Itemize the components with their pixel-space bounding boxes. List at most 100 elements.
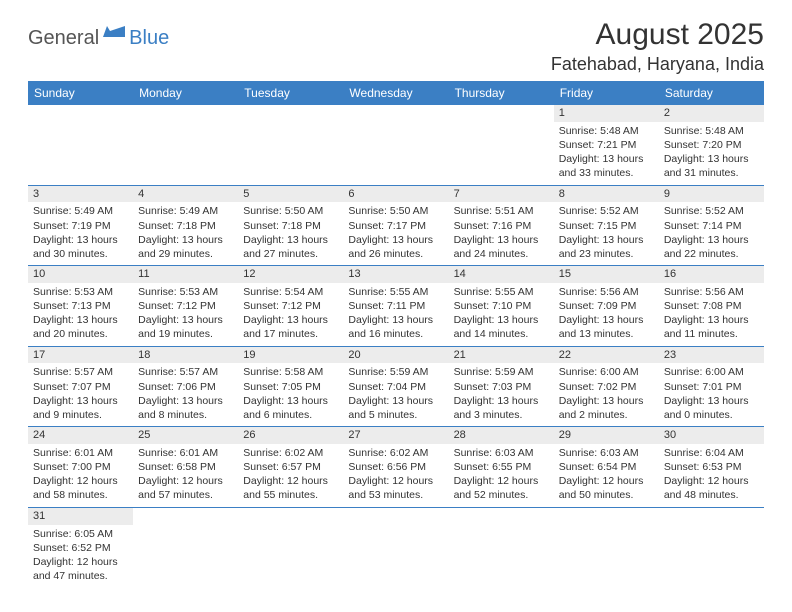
sunrise-text: Sunrise: 5:52 AM [664, 204, 759, 218]
day-number: 7 [449, 186, 554, 203]
calendar-day-cell: 4Sunrise: 5:49 AMSunset: 7:18 PMDaylight… [133, 185, 238, 266]
calendar-page: General Blue August 2025 Fatehabad, Hary… [0, 0, 792, 587]
sunrise-text: Sunrise: 6:02 AM [243, 446, 338, 460]
sunrise-text: Sunrise: 6:02 AM [348, 446, 443, 460]
calendar-day-cell: 20Sunrise: 5:59 AMSunset: 7:04 PMDayligh… [343, 346, 448, 427]
weekday-header: Monday [133, 81, 238, 105]
day-number: 30 [659, 427, 764, 444]
calendar-week-row: 10Sunrise: 5:53 AMSunset: 7:13 PMDayligh… [28, 266, 764, 347]
sunrise-text: Sunrise: 5:59 AM [348, 365, 443, 379]
daylight-text: Daylight: 13 hours and 24 minutes. [454, 233, 549, 261]
weekday-header: Thursday [449, 81, 554, 105]
daylight-text: Daylight: 13 hours and 33 minutes. [559, 152, 654, 180]
sunrise-text: Sunrise: 5:59 AM [454, 365, 549, 379]
calendar-empty-cell [238, 105, 343, 185]
calendar-day-cell: 17Sunrise: 5:57 AMSunset: 7:07 PMDayligh… [28, 346, 133, 427]
sunrise-text: Sunrise: 5:57 AM [138, 365, 233, 379]
day-details: Sunrise: 6:01 AMSunset: 6:58 PMDaylight:… [138, 446, 233, 503]
daylight-text: Daylight: 13 hours and 27 minutes. [243, 233, 338, 261]
calendar-day-cell: 22Sunrise: 6:00 AMSunset: 7:02 PMDayligh… [554, 346, 659, 427]
calendar-day-cell: 7Sunrise: 5:51 AMSunset: 7:16 PMDaylight… [449, 185, 554, 266]
weekday-header: Friday [554, 81, 659, 105]
daylight-text: Daylight: 13 hours and 2 minutes. [559, 394, 654, 422]
flag-icon [103, 24, 125, 43]
sunset-text: Sunset: 6:56 PM [348, 460, 443, 474]
calendar-empty-cell [343, 507, 448, 587]
daylight-text: Daylight: 13 hours and 0 minutes. [664, 394, 759, 422]
sunrise-text: Sunrise: 5:51 AM [454, 204, 549, 218]
calendar-day-cell: 9Sunrise: 5:52 AMSunset: 7:14 PMDaylight… [659, 185, 764, 266]
day-details: Sunrise: 5:58 AMSunset: 7:05 PMDaylight:… [243, 365, 338, 422]
sunset-text: Sunset: 6:55 PM [454, 460, 549, 474]
day-number: 6 [343, 186, 448, 203]
logo: General Blue [28, 24, 169, 53]
sunset-text: Sunset: 6:53 PM [664, 460, 759, 474]
sunset-text: Sunset: 6:54 PM [559, 460, 654, 474]
sunset-text: Sunset: 7:05 PM [243, 380, 338, 394]
day-number: 23 [659, 347, 764, 364]
sunrise-text: Sunrise: 6:01 AM [138, 446, 233, 460]
sunrise-text: Sunrise: 5:49 AM [138, 204, 233, 218]
sunrise-text: Sunrise: 5:54 AM [243, 285, 338, 299]
calendar-day-cell: 14Sunrise: 5:55 AMSunset: 7:10 PMDayligh… [449, 266, 554, 347]
calendar-day-cell: 11Sunrise: 5:53 AMSunset: 7:12 PMDayligh… [133, 266, 238, 347]
sunset-text: Sunset: 7:07 PM [33, 380, 128, 394]
sunset-text: Sunset: 7:03 PM [454, 380, 549, 394]
daylight-text: Daylight: 13 hours and 31 minutes. [664, 152, 759, 180]
daylight-text: Daylight: 13 hours and 17 minutes. [243, 313, 338, 341]
sunset-text: Sunset: 7:04 PM [348, 380, 443, 394]
calendar-empty-cell [238, 507, 343, 587]
sunrise-text: Sunrise: 5:53 AM [138, 285, 233, 299]
sunrise-text: Sunrise: 5:57 AM [33, 365, 128, 379]
daylight-text: Daylight: 13 hours and 6 minutes. [243, 394, 338, 422]
day-number: 8 [554, 186, 659, 203]
calendar-day-cell: 12Sunrise: 5:54 AMSunset: 7:12 PMDayligh… [238, 266, 343, 347]
day-details: Sunrise: 5:57 AMSunset: 7:06 PMDaylight:… [138, 365, 233, 422]
daylight-text: Daylight: 13 hours and 3 minutes. [454, 394, 549, 422]
title-block: August 2025 Fatehabad, Haryana, India [551, 18, 764, 75]
day-number: 17 [28, 347, 133, 364]
sunset-text: Sunset: 7:19 PM [33, 219, 128, 233]
daylight-text: Daylight: 12 hours and 50 minutes. [559, 474, 654, 502]
day-details: Sunrise: 5:56 AMSunset: 7:08 PMDaylight:… [664, 285, 759, 342]
sunrise-text: Sunrise: 5:52 AM [559, 204, 654, 218]
calendar-table: SundayMondayTuesdayWednesdayThursdayFrid… [28, 81, 764, 587]
daylight-text: Daylight: 13 hours and 30 minutes. [33, 233, 128, 261]
sunrise-text: Sunrise: 6:00 AM [559, 365, 654, 379]
calendar-empty-cell [133, 105, 238, 185]
sunrise-text: Sunrise: 5:49 AM [33, 204, 128, 218]
sunrise-text: Sunrise: 6:05 AM [33, 527, 128, 541]
calendar-day-cell: 3Sunrise: 5:49 AMSunset: 7:19 PMDaylight… [28, 185, 133, 266]
day-details: Sunrise: 6:00 AMSunset: 7:02 PMDaylight:… [559, 365, 654, 422]
day-number: 13 [343, 266, 448, 283]
sunset-text: Sunset: 7:08 PM [664, 299, 759, 313]
day-details: Sunrise: 5:50 AMSunset: 7:18 PMDaylight:… [243, 204, 338, 261]
day-number: 5 [238, 186, 343, 203]
day-details: Sunrise: 6:05 AMSunset: 6:52 PMDaylight:… [33, 527, 128, 584]
day-details: Sunrise: 6:01 AMSunset: 7:00 PMDaylight:… [33, 446, 128, 503]
calendar-header-row: SundayMondayTuesdayWednesdayThursdayFrid… [28, 81, 764, 105]
calendar-day-cell: 15Sunrise: 5:56 AMSunset: 7:09 PMDayligh… [554, 266, 659, 347]
calendar-empty-cell [659, 507, 764, 587]
sunrise-text: Sunrise: 5:58 AM [243, 365, 338, 379]
daylight-text: Daylight: 12 hours and 53 minutes. [348, 474, 443, 502]
sunset-text: Sunset: 7:06 PM [138, 380, 233, 394]
header: General Blue August 2025 Fatehabad, Hary… [28, 18, 764, 75]
calendar-day-cell: 21Sunrise: 5:59 AMSunset: 7:03 PMDayligh… [449, 346, 554, 427]
day-number: 9 [659, 186, 764, 203]
day-details: Sunrise: 5:51 AMSunset: 7:16 PMDaylight:… [454, 204, 549, 261]
sunset-text: Sunset: 7:02 PM [559, 380, 654, 394]
day-details: Sunrise: 5:48 AMSunset: 7:20 PMDaylight:… [664, 124, 759, 181]
daylight-text: Daylight: 12 hours and 57 minutes. [138, 474, 233, 502]
day-number: 1 [554, 105, 659, 122]
sunrise-text: Sunrise: 6:03 AM [454, 446, 549, 460]
day-number: 16 [659, 266, 764, 283]
daylight-text: Daylight: 13 hours and 20 minutes. [33, 313, 128, 341]
daylight-text: Daylight: 13 hours and 9 minutes. [33, 394, 128, 422]
sunset-text: Sunset: 6:52 PM [33, 541, 128, 555]
daylight-text: Daylight: 12 hours and 55 minutes. [243, 474, 338, 502]
sunset-text: Sunset: 7:01 PM [664, 380, 759, 394]
day-details: Sunrise: 6:04 AMSunset: 6:53 PMDaylight:… [664, 446, 759, 503]
calendar-week-row: 1Sunrise: 5:48 AMSunset: 7:21 PMDaylight… [28, 105, 764, 185]
sunrise-text: Sunrise: 5:48 AM [664, 124, 759, 138]
